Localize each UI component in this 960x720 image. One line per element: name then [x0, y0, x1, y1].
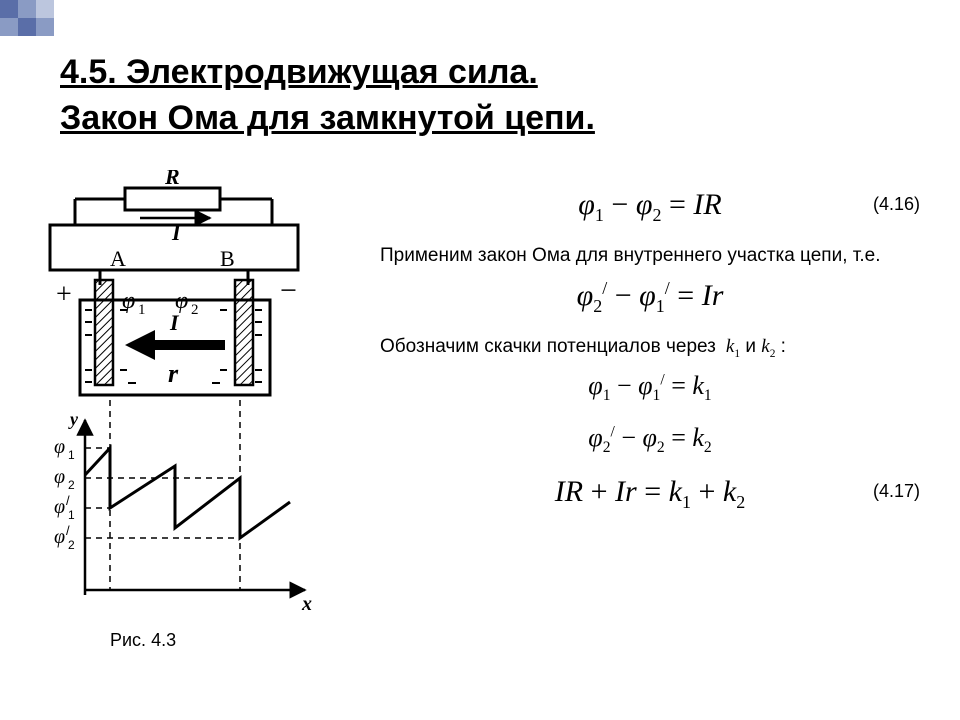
content-column: φ1 − φ2 = IR (4.16) Применим закон Ома д…	[380, 180, 920, 531]
svg-text:I: I	[169, 310, 180, 335]
figure-4-3: R I A B φ1 φ2 + − I r x y φ1 φ2 φ1/ φ2/	[30, 170, 330, 635]
svg-text:1: 1	[68, 448, 75, 462]
paragraph-1: Применим закон Ома для внутреннего участ…	[380, 244, 920, 268]
svg-text:R: R	[164, 170, 180, 189]
svg-text:/: /	[66, 493, 70, 508]
p2-mid: и	[745, 336, 761, 357]
p2-after: :	[781, 336, 786, 357]
svg-text:A: A	[110, 246, 126, 271]
svg-text:r: r	[168, 359, 179, 388]
svg-text:1: 1	[68, 508, 75, 522]
svg-text:B: B	[220, 246, 235, 271]
equation-k1: φ1 − φ1/ = k1	[380, 371, 920, 405]
paragraph-2: Обозначим скачки потенциалов через k1 и …	[380, 335, 920, 361]
svg-text:2: 2	[191, 302, 199, 318]
svg-text:I: I	[171, 220, 182, 245]
equation-number: (4.16)	[873, 194, 920, 215]
svg-text:φ: φ	[54, 496, 65, 518]
svg-text:1: 1	[138, 302, 146, 318]
title-line2: Закон Ома для замкнутой цепи.	[60, 99, 595, 137]
svg-text:φ: φ	[122, 288, 135, 314]
svg-text:−: −	[280, 274, 297, 307]
svg-text:x: x	[301, 593, 312, 615]
svg-text:φ: φ	[54, 526, 65, 548]
svg-text:/: /	[66, 523, 70, 538]
equation-number: (4.17)	[873, 481, 920, 502]
p2-before: Обозначим скачки потенциалов через	[380, 336, 716, 357]
svg-text:+: +	[56, 279, 72, 310]
svg-text:φ: φ	[54, 436, 65, 458]
equation-k2: φ2/ − φ2 = k2	[380, 423, 920, 457]
equation-internal: φ2/ − φ1/ = Ir	[380, 278, 920, 317]
svg-text:2: 2	[68, 478, 75, 492]
svg-text:2: 2	[68, 538, 75, 552]
svg-text:y: y	[68, 409, 79, 429]
title-line1: 4.5. Электродвижущая сила.	[60, 53, 538, 91]
svg-text:φ: φ	[54, 466, 65, 488]
figure-caption: Рис. 4.3	[110, 630, 176, 651]
equation-4-17: IR + Ir = k1 + k2 (4.17)	[380, 475, 920, 513]
equation-4-16: φ1 − φ2 = IR (4.16)	[380, 188, 920, 226]
slide-title: 4.5. Электродвижущая сила. Закон Ома для…	[60, 50, 920, 142]
